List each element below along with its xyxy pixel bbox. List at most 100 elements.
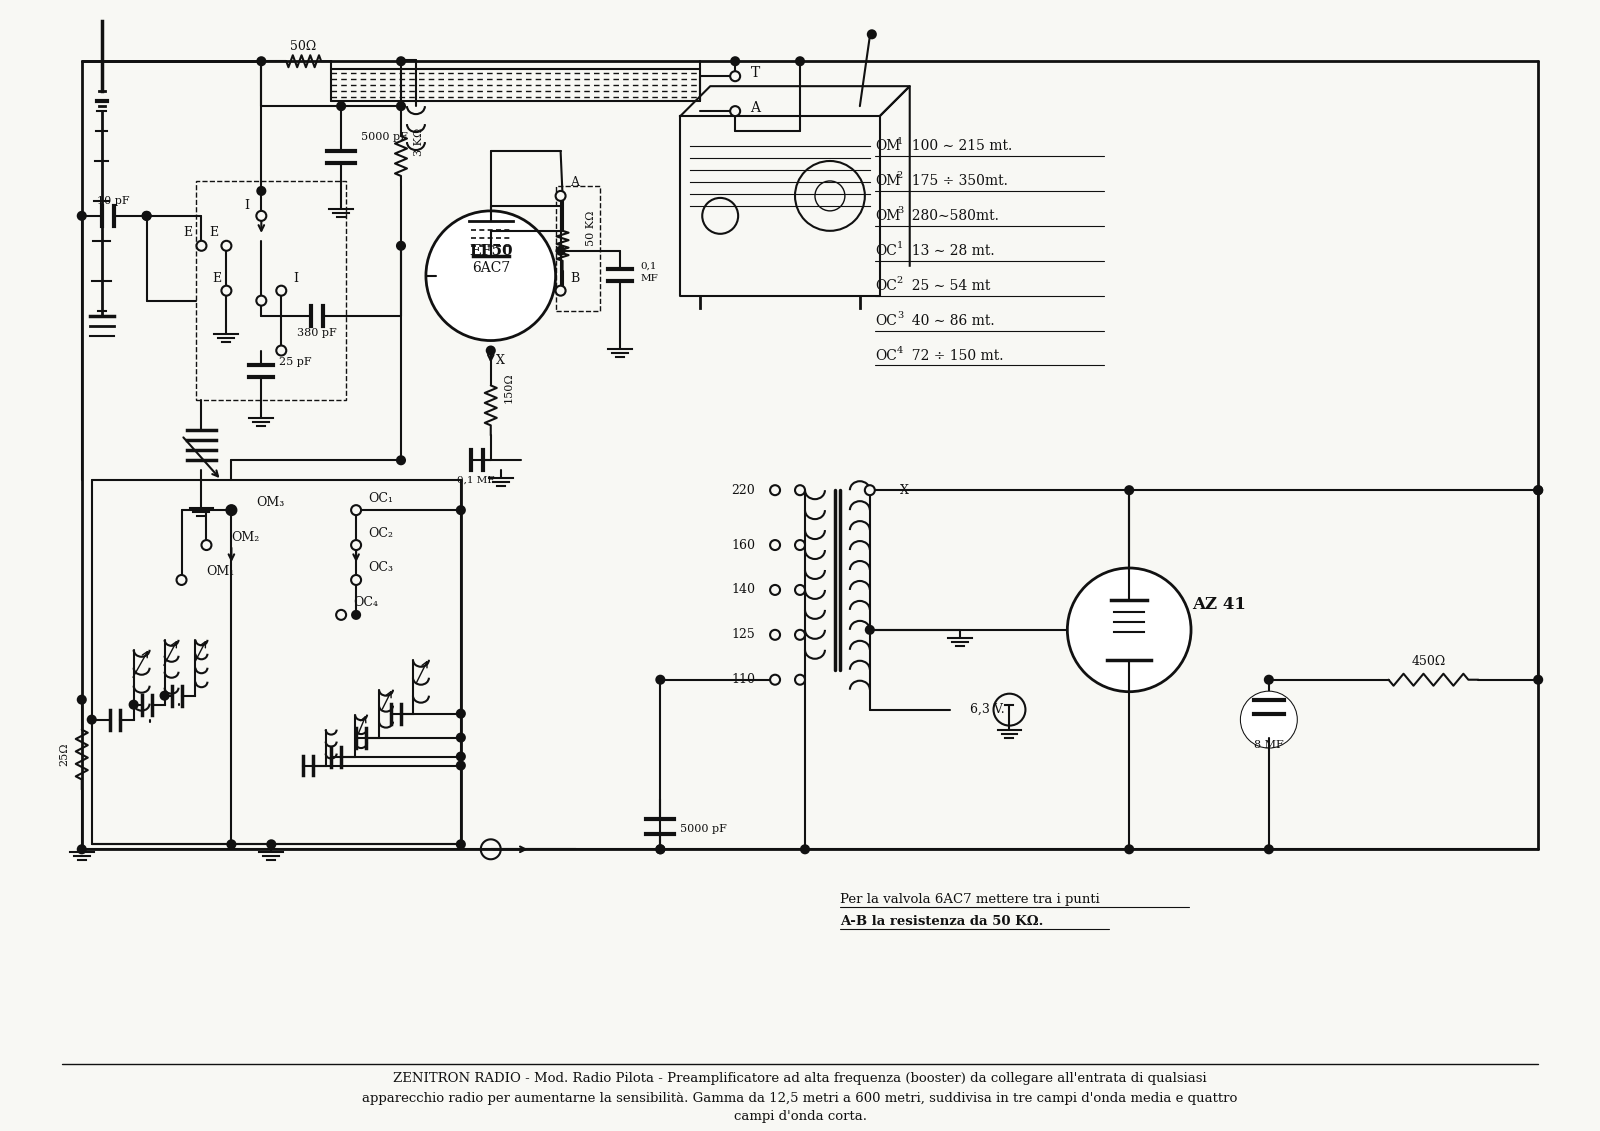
Text: 1: 1 <box>896 137 902 146</box>
Text: 2: 2 <box>896 172 902 181</box>
Circle shape <box>397 242 405 250</box>
Circle shape <box>557 247 565 254</box>
Circle shape <box>397 102 405 110</box>
Circle shape <box>88 716 96 724</box>
Text: OC: OC <box>875 244 896 258</box>
Text: 72 ÷ 150 mt.: 72 ÷ 150 mt. <box>902 348 1003 363</box>
Text: 0,1 MF: 0,1 MF <box>458 476 494 485</box>
Text: 175 ÷ 350mt.: 175 ÷ 350mt. <box>902 174 1008 188</box>
Text: Per la valvola 6AC7 mettere tra i punti: Per la valvola 6AC7 mettere tra i punti <box>840 892 1099 906</box>
Circle shape <box>426 210 555 340</box>
Text: 0,1: 0,1 <box>640 261 658 270</box>
Circle shape <box>1534 675 1542 684</box>
Circle shape <box>277 286 286 295</box>
Circle shape <box>277 346 286 355</box>
Circle shape <box>78 845 86 853</box>
Text: 280∼580mt.: 280∼580mt. <box>902 209 998 223</box>
Text: 380 pF: 380 pF <box>298 328 338 337</box>
Circle shape <box>458 709 466 718</box>
Text: E: E <box>182 226 192 240</box>
Text: 5000 pF: 5000 pF <box>362 132 408 143</box>
Circle shape <box>866 485 875 495</box>
Circle shape <box>350 506 362 515</box>
Text: OC: OC <box>875 348 896 363</box>
Circle shape <box>338 102 346 110</box>
Circle shape <box>202 541 211 550</box>
Circle shape <box>227 506 237 515</box>
Circle shape <box>78 211 86 219</box>
Text: E: E <box>211 273 221 285</box>
Circle shape <box>795 485 805 495</box>
Text: OM: OM <box>875 209 901 223</box>
Text: 50 KΩ: 50 KΩ <box>586 210 595 245</box>
Circle shape <box>352 611 360 619</box>
Circle shape <box>1125 845 1133 853</box>
Circle shape <box>731 58 739 66</box>
Circle shape <box>555 286 565 295</box>
Circle shape <box>142 211 150 219</box>
Circle shape <box>458 752 466 760</box>
Circle shape <box>656 845 664 853</box>
Text: 1: 1 <box>896 241 902 250</box>
Circle shape <box>227 840 235 848</box>
Text: 100 ∼ 215 mt.: 100 ∼ 215 mt. <box>902 139 1011 153</box>
Circle shape <box>1534 486 1542 494</box>
Circle shape <box>1067 568 1190 692</box>
Circle shape <box>795 675 805 684</box>
Circle shape <box>160 692 168 700</box>
Circle shape <box>802 845 810 853</box>
Circle shape <box>770 541 781 550</box>
Circle shape <box>176 575 187 585</box>
Circle shape <box>867 31 875 38</box>
Text: 3: 3 <box>896 311 902 320</box>
Circle shape <box>795 630 805 640</box>
Text: apparecchio radio per aumentarne la sensibilità. Gamma da 12,5 metri a 600 metri: apparecchio radio per aumentarne la sens… <box>362 1093 1238 1105</box>
Text: OC₃: OC₃ <box>368 561 394 575</box>
Circle shape <box>197 241 206 251</box>
Circle shape <box>458 734 466 742</box>
Text: 5000 pF: 5000 pF <box>680 824 726 835</box>
Text: 140: 140 <box>731 584 755 596</box>
Circle shape <box>1242 692 1296 748</box>
Text: 3: 3 <box>896 206 902 215</box>
Circle shape <box>458 761 466 769</box>
Circle shape <box>770 675 781 684</box>
Circle shape <box>336 610 346 620</box>
Circle shape <box>258 58 266 66</box>
Text: OC₄: OC₄ <box>354 596 378 610</box>
Text: campi d'onda corta.: campi d'onda corta. <box>733 1111 867 1123</box>
Text: 150Ω: 150Ω <box>504 373 514 404</box>
Circle shape <box>350 541 362 550</box>
Text: 6AC7: 6AC7 <box>472 261 510 275</box>
Text: 450Ω: 450Ω <box>1411 655 1445 668</box>
Text: ZENITRON RADIO - Mod. Radio Pilota - Preamplificatore ad alta frequenza (booster: ZENITRON RADIO - Mod. Radio Pilota - Pre… <box>394 1072 1206 1086</box>
Circle shape <box>142 211 150 219</box>
Circle shape <box>458 507 466 515</box>
Circle shape <box>770 630 781 640</box>
Text: EF50: EF50 <box>469 244 512 258</box>
Text: OC: OC <box>875 278 896 293</box>
Circle shape <box>1125 486 1133 494</box>
Text: OC: OC <box>875 313 896 328</box>
Text: OC₂: OC₂ <box>368 527 394 539</box>
Circle shape <box>770 585 781 595</box>
Text: E: E <box>210 226 218 240</box>
Text: 25 pF: 25 pF <box>280 357 312 368</box>
Text: X: X <box>496 354 506 366</box>
Circle shape <box>730 106 741 116</box>
Text: X: X <box>899 484 909 497</box>
Text: 25 ∼ 54 mt: 25 ∼ 54 mt <box>902 278 990 293</box>
Circle shape <box>770 485 781 495</box>
Circle shape <box>458 840 466 848</box>
Text: 10 pF: 10 pF <box>98 196 130 206</box>
Text: I: I <box>294 273 299 285</box>
Text: 8 MF: 8 MF <box>1254 740 1283 750</box>
Text: 3 KΩ: 3 KΩ <box>414 128 424 156</box>
Text: 110: 110 <box>731 673 755 687</box>
Circle shape <box>221 286 232 295</box>
Circle shape <box>656 845 664 853</box>
Text: B: B <box>571 273 579 285</box>
Circle shape <box>350 575 362 585</box>
Circle shape <box>555 191 565 201</box>
Circle shape <box>397 58 405 66</box>
